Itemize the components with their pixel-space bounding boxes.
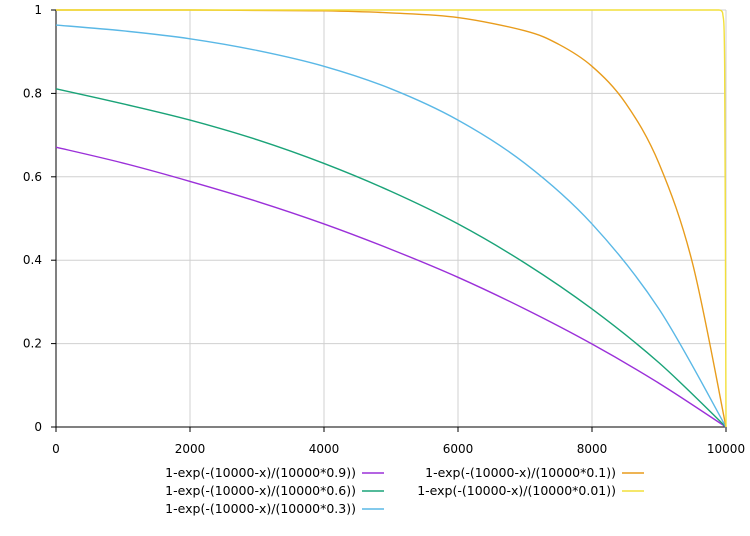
y-tick-label: 0.2	[23, 337, 42, 351]
y-tick-label: 0.6	[23, 170, 42, 184]
legend-label: 1-exp(-(10000-x)/(10000*0.1))	[425, 465, 616, 480]
x-tick-label: 0	[52, 442, 60, 456]
series-line-3	[55, 24, 727, 428]
axes	[51, 9, 727, 432]
tick-labels: 0 2000 4000 6000 8000 10000 0 0.2 0.4 0.6 0.8 1	[23, 3, 745, 456]
y-tick-label: 0.8	[23, 86, 42, 100]
y-tick-label: 0.4	[23, 253, 42, 267]
legend-label: 1-exp(-(10000-x)/(10000*0.9))	[165, 465, 356, 480]
x-tick-label: 2000	[175, 442, 206, 456]
series-line-1	[55, 146, 727, 428]
x-tick-label: 8000	[577, 442, 608, 456]
series-line-2	[55, 88, 727, 428]
legend-label: 1-exp(-(10000-x)/(10000*0.6))	[165, 483, 356, 498]
x-tick-label: 10000	[707, 442, 745, 456]
legend-entry: 1-exp(-(10000-x)/(10000*0.3))	[165, 501, 384, 516]
y-tick-label: 1	[34, 3, 42, 17]
legend-entry: 1-exp(-(10000-x)/(10000*0.6))	[165, 483, 384, 498]
legend-entry: 1-exp(-(10000-x)/(10000*0.1))	[425, 465, 644, 480]
series-line-5	[55, 9, 727, 428]
series-line-4	[55, 9, 727, 428]
x-tick-label: 4000	[309, 442, 340, 456]
y-tick-label: 0	[34, 420, 42, 434]
grid	[56, 9, 727, 427]
legend-label: 1-exp(-(10000-x)/(10000*0.3))	[165, 501, 356, 516]
legend-label: 1-exp(-(10000-x)/(10000*0.01))	[417, 483, 616, 498]
legend: 1-exp(-(10000-x)/(10000*0.9)) 1-exp(-(100…	[165, 465, 644, 516]
legend-entry: 1-exp(-(10000-x)/(10000*0.9))	[165, 465, 384, 480]
x-tick-label: 6000	[443, 442, 474, 456]
legend-entry: 1-exp(-(10000-x)/(10000*0.01))	[417, 483, 644, 498]
series-lines	[55, 9, 727, 428]
